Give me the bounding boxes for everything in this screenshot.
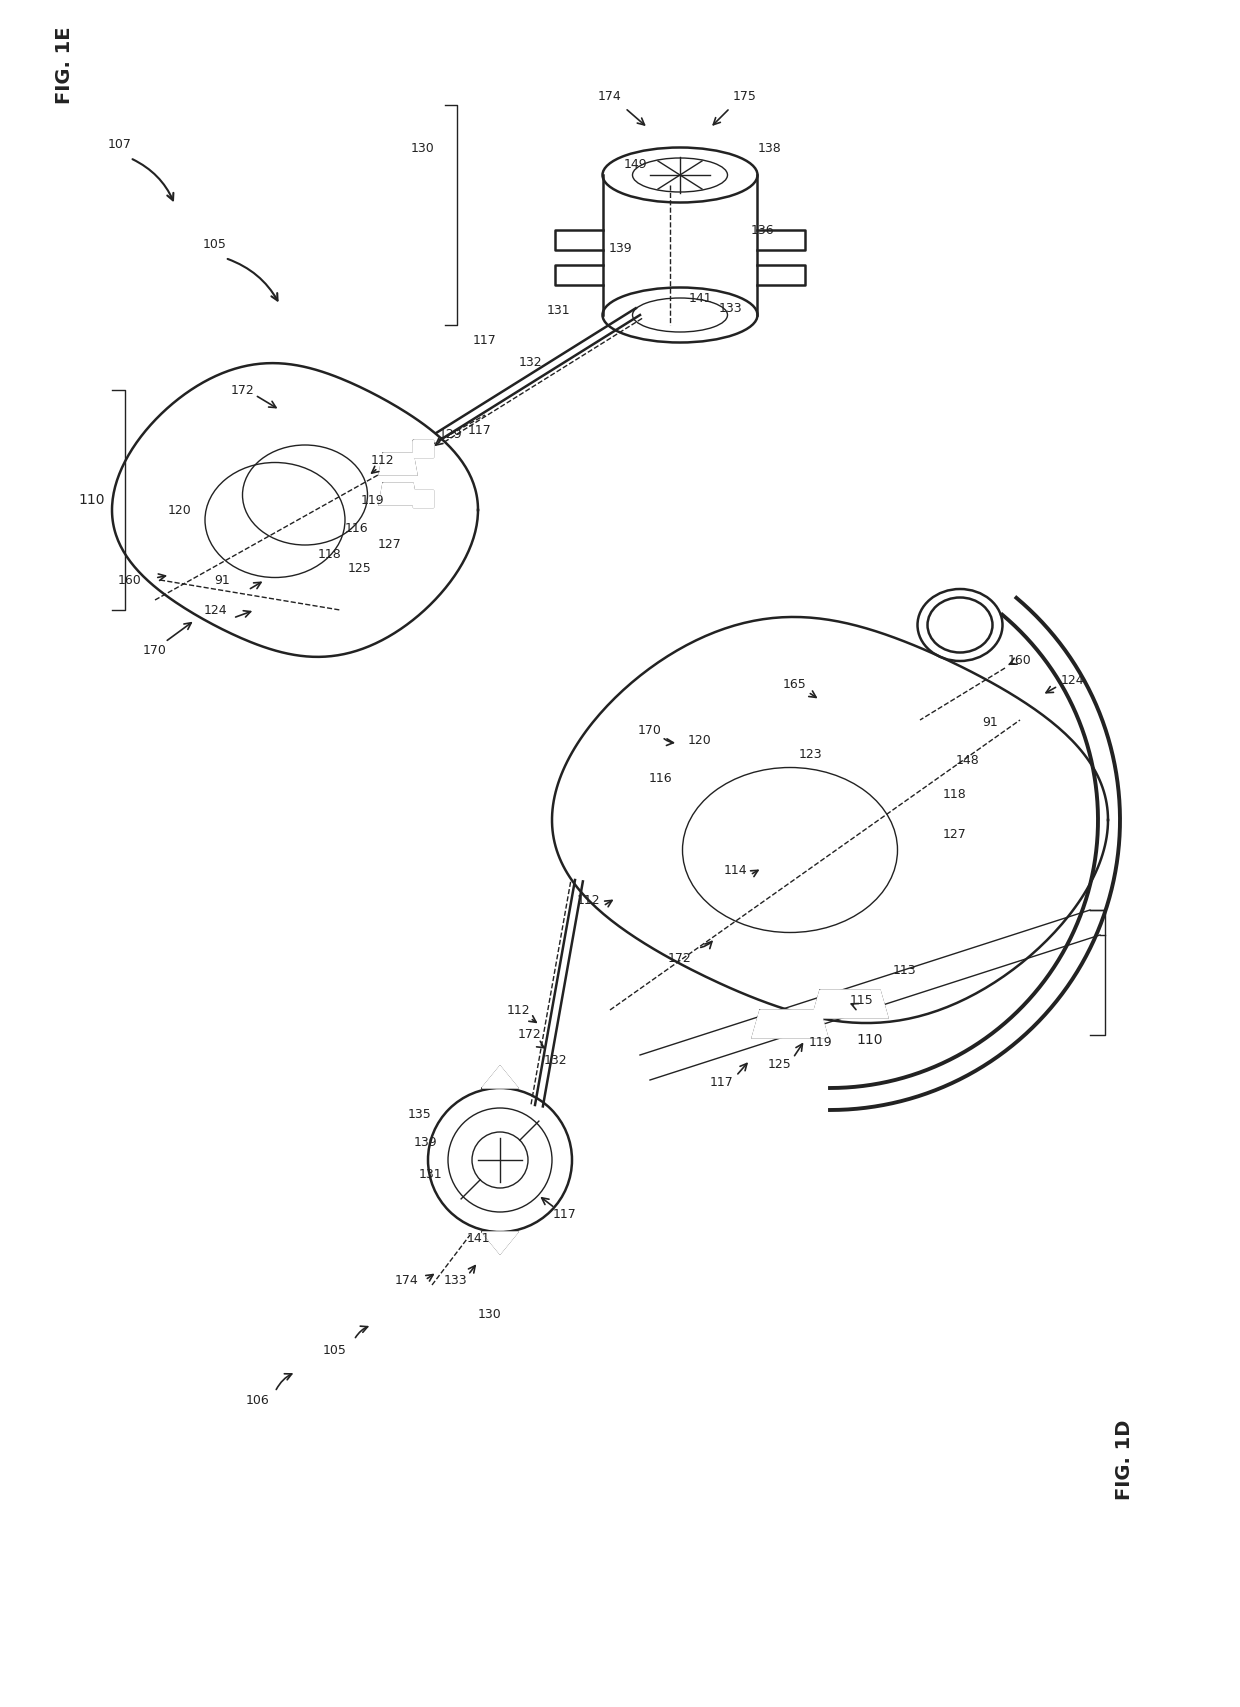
Text: 120: 120 (688, 734, 712, 746)
Text: 91: 91 (982, 715, 998, 729)
Text: 110: 110 (857, 1033, 883, 1046)
Text: 135: 135 (408, 1108, 432, 1121)
Polygon shape (413, 490, 433, 507)
Text: 160: 160 (1008, 654, 1032, 666)
Text: 115: 115 (851, 993, 874, 1007)
Polygon shape (812, 990, 888, 1017)
Text: 160: 160 (118, 574, 141, 587)
Text: 112: 112 (577, 893, 600, 906)
Text: 120: 120 (169, 504, 192, 517)
Text: 132: 132 (518, 355, 542, 369)
Text: 139: 139 (413, 1135, 436, 1149)
Text: 133: 133 (443, 1273, 466, 1287)
Text: 131: 131 (546, 304, 570, 316)
Text: 141: 141 (466, 1231, 490, 1244)
Text: 131: 131 (418, 1169, 441, 1181)
Text: 105: 105 (324, 1343, 347, 1357)
Polygon shape (379, 483, 417, 505)
Text: 170: 170 (639, 724, 662, 736)
Text: 149: 149 (624, 159, 647, 171)
Text: 170: 170 (143, 644, 167, 657)
Text: 133: 133 (718, 302, 742, 314)
Text: 124: 124 (1060, 674, 1084, 686)
Text: 130: 130 (479, 1309, 502, 1321)
Text: 138: 138 (758, 142, 782, 155)
Text: 117: 117 (474, 333, 497, 347)
Text: 118: 118 (944, 789, 967, 802)
Text: 110: 110 (79, 493, 105, 507)
Text: 106: 106 (246, 1393, 270, 1407)
Polygon shape (751, 1011, 828, 1038)
Text: 172: 172 (231, 384, 255, 396)
Text: 175: 175 (733, 90, 756, 104)
Text: 105: 105 (203, 239, 227, 251)
Text: 112: 112 (371, 454, 394, 466)
Text: 136: 136 (750, 224, 774, 237)
Text: 174: 174 (396, 1273, 419, 1287)
Text: 114: 114 (723, 864, 746, 876)
Text: 172: 172 (518, 1029, 542, 1041)
Text: 124: 124 (203, 604, 227, 616)
Text: 91: 91 (215, 574, 229, 587)
Text: 112: 112 (506, 1004, 529, 1016)
Polygon shape (413, 440, 433, 457)
Text: 129: 129 (438, 428, 461, 442)
Text: 116: 116 (649, 772, 672, 785)
Text: 139: 139 (608, 241, 632, 254)
Text: 127: 127 (378, 538, 402, 551)
Text: 119: 119 (808, 1036, 832, 1048)
Text: 174: 174 (598, 90, 622, 104)
Text: 119: 119 (360, 493, 384, 507)
Text: 172: 172 (668, 951, 692, 964)
Text: 132: 132 (543, 1053, 567, 1067)
Text: 148: 148 (956, 753, 980, 766)
Text: 107: 107 (108, 138, 131, 152)
Text: 118: 118 (319, 548, 342, 562)
Polygon shape (379, 452, 417, 475)
Text: 117: 117 (553, 1209, 577, 1222)
Circle shape (472, 1132, 528, 1188)
Text: 127: 127 (944, 828, 967, 842)
Text: 113: 113 (893, 963, 916, 976)
Polygon shape (482, 1232, 518, 1255)
Text: 117: 117 (711, 1075, 734, 1089)
Text: FIG. 1D: FIG. 1D (1115, 1420, 1135, 1500)
Text: 165: 165 (784, 678, 807, 691)
Text: 141: 141 (688, 292, 712, 304)
Polygon shape (482, 1065, 518, 1087)
Text: 125: 125 (768, 1058, 792, 1072)
Text: 125: 125 (348, 562, 372, 575)
Text: 117: 117 (469, 423, 492, 437)
Text: FIG. 1E: FIG. 1E (55, 26, 74, 104)
Text: 130: 130 (412, 142, 435, 155)
Text: 116: 116 (345, 522, 368, 534)
Text: 123: 123 (799, 748, 822, 761)
